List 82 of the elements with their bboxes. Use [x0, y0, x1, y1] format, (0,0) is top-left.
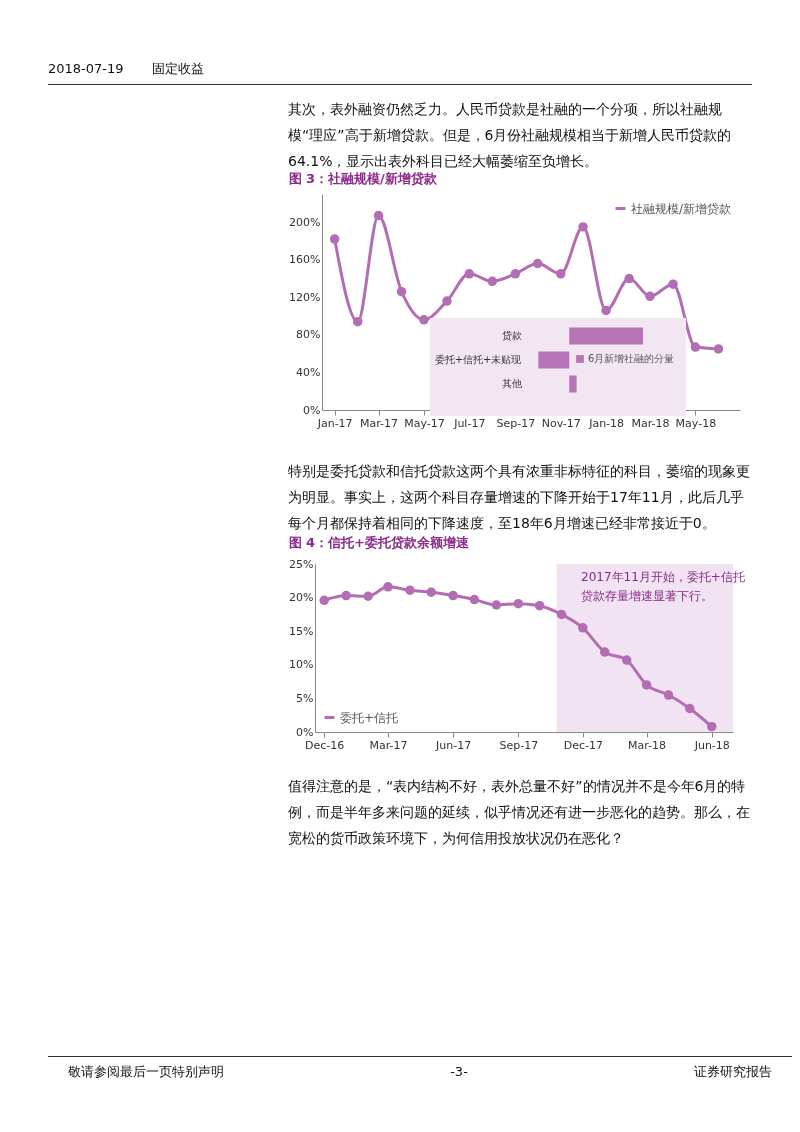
x-tick-label: May-17: [404, 416, 445, 430]
y-tick-label: 15%: [289, 624, 314, 638]
point: [690, 342, 701, 352]
x-tick-label: Jun-17: [435, 738, 472, 752]
x-tick-label: May-18: [675, 416, 717, 430]
point: [329, 234, 340, 244]
y-tick-label: 200%: [289, 215, 321, 229]
x-tick-label: Jun-18: [693, 738, 730, 752]
point: [621, 655, 632, 665]
point: [556, 609, 567, 620]
y-tick-label: 25%: [289, 557, 314, 571]
text: -3-: [450, 1063, 468, 1081]
y-tick-label: 委托+信托+未贴现: [434, 354, 522, 365]
x-tick-label: Jul-17: [453, 416, 486, 430]
x-tick-label: Jan-17: [316, 416, 353, 430]
text: 其次，表外融资仍然乏力。人民币贷款是社融的一个分项，所以社融规模“理应”高于新增贷款。但是，6月份社融规模相当于新增人民币贷款的64.1%，显示出表外科目已经大幅萎缩至负增长。: [288, 101, 732, 169]
point: [426, 587, 436, 597]
point: [419, 315, 429, 325]
point: [363, 591, 373, 601]
y-tick-label: 80%: [296, 328, 321, 342]
point: [491, 600, 502, 610]
point: [448, 590, 458, 601]
band-label: 2017年11月开始，委托+信托贷款存量增速显著下行。: [581, 569, 746, 605]
point: [319, 595, 329, 606]
point: [341, 590, 351, 601]
legend-label: 委托+信托: [340, 710, 399, 725]
point: [601, 305, 611, 316]
point: [442, 296, 452, 306]
x-tick-label: Mar-17: [369, 738, 408, 752]
point: [534, 600, 545, 611]
y-tick-label: 0%: [296, 725, 314, 739]
point: [685, 703, 695, 714]
text: 证券研究报告: [694, 1063, 772, 1081]
point: [556, 269, 566, 279]
y-tick-label: 120%: [289, 290, 321, 304]
x-tick-label: Mar-17: [360, 416, 399, 430]
point: [352, 316, 363, 327]
point: [383, 582, 393, 592]
x-tick-label: Jan-18: [588, 416, 625, 430]
text: 特别是委托贷款和信托贷款这两个具有浓重非标特征的科目，萎缩的现象更为明显。事实上，这两个科目存量增速的下降开始于17年11月，此后几乎每个月都保持着相同的下降速度，至18年6月增速已经非常接近于0。: [288, 462, 751, 533]
y-tick-label: 10%: [289, 658, 314, 672]
point: [641, 680, 652, 690]
x-tick-label: Mar-18: [631, 416, 670, 430]
legend-label: 6月新增社融的分量: [588, 353, 675, 364]
point: [487, 276, 498, 287]
x-tick-label: Sep-17: [496, 416, 536, 430]
x-tick-label: Nov-17: [541, 416, 581, 430]
y-tick-label: 其他: [501, 378, 522, 389]
point: [469, 594, 480, 605]
chart-title: 图 3：社融规模/新增贷款: [288, 171, 438, 186]
point: [396, 286, 407, 297]
text: 敬请参阅最后一页特别声明: [68, 1063, 224, 1081]
point: [645, 291, 655, 302]
point: [373, 210, 384, 221]
y-tick-label: 5%: [296, 691, 314, 705]
point: [510, 269, 521, 279]
point: [668, 279, 678, 289]
text: 2018-07-19: [48, 60, 124, 78]
point: [707, 721, 717, 732]
point: [464, 269, 475, 279]
point: [532, 258, 543, 269]
point: [624, 273, 634, 284]
y-tick-label: 0%: [303, 403, 321, 417]
point: [713, 344, 724, 354]
x-tick-label: Dec-17: [563, 738, 603, 752]
y-tick-label: 20%: [289, 591, 314, 605]
y-tick-label: 160%: [289, 253, 321, 267]
point: [663, 690, 674, 700]
x-tick-label: Dec-16: [305, 738, 345, 752]
chart-title: 图 4：信托+委托贷款余额增速: [288, 535, 471, 550]
text: 值得注意的是，“表内结构不好，表外总量不好”的情况并不是今年6月的特例，而是半年多来问题的延续，似乎情况还有进一步恶化的趋势。那么，在宽松的货币政策环境下，为何信用投放状况仍在恶化？: [288, 777, 751, 848]
point: [578, 623, 588, 633]
point: [578, 222, 588, 232]
y-tick-label: 40%: [296, 365, 321, 379]
point: [405, 585, 415, 595]
point: [600, 647, 610, 657]
x-tick-label: Mar-18: [628, 738, 667, 752]
text: 固定收益: [151, 60, 204, 78]
x-tick-label: Sep-17: [499, 738, 539, 752]
point: [513, 598, 524, 609]
legend-label: 社融规模/新增贷款: [631, 201, 732, 216]
y-tick-label: 贷款: [501, 330, 522, 341]
